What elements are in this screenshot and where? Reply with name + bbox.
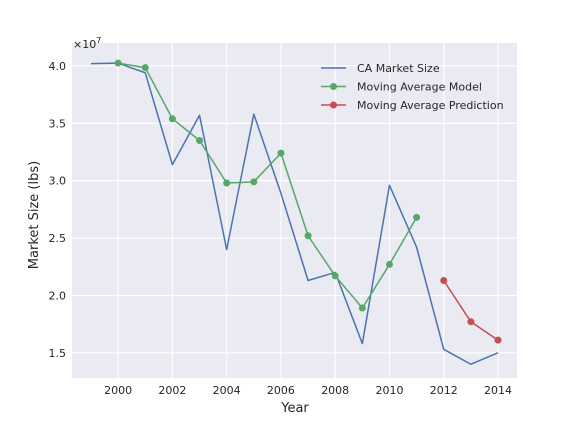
x-tick-labels: 2000 2002 2004 2006 2008 2010 2012 2014 xyxy=(104,384,512,397)
legend-marker xyxy=(330,101,337,109)
series-2-point xyxy=(250,178,258,186)
series-3-point xyxy=(467,318,475,326)
plot-background xyxy=(72,43,517,378)
x-tick-label: 2006 xyxy=(267,384,295,397)
y-offset-base: ×10 xyxy=(73,38,96,51)
x-tick-label: 2014 xyxy=(484,384,512,397)
x-tick-label: 2010 xyxy=(375,384,403,397)
series-2-point xyxy=(114,59,122,67)
y-offset-label: ×107 xyxy=(73,36,101,51)
series-line-2 xyxy=(118,62,418,309)
y-axis-label: Market Size (lbs) xyxy=(27,161,42,269)
series-2-point xyxy=(223,179,231,187)
series-2-point xyxy=(168,115,176,123)
x-tick-label: 2012 xyxy=(430,384,458,397)
series-2-point xyxy=(277,149,285,157)
legend-label: CA Market Size xyxy=(357,62,440,75)
y-tick-label: 4.0 xyxy=(49,60,67,73)
legend-label: Moving Average Prediction xyxy=(357,99,504,112)
series-2-point xyxy=(196,137,204,145)
series-2-point xyxy=(331,272,339,280)
series-line-1 xyxy=(90,62,499,365)
series-group xyxy=(90,59,502,365)
series-2-point xyxy=(141,64,149,72)
x-tick-label: 2004 xyxy=(213,384,241,397)
x-tick-label: 2002 xyxy=(158,384,186,397)
legend-marker xyxy=(330,83,337,90)
legend-label: Moving Average Model xyxy=(357,81,482,94)
series-2-point xyxy=(385,260,393,268)
series-3-point xyxy=(494,336,502,344)
series-2-point xyxy=(413,213,421,221)
y-tick-labels: 1.5 2.0 2.5 3.0 3.5 4.0 xyxy=(49,60,67,360)
series-2-point xyxy=(358,304,366,312)
x-axis-label: Year xyxy=(280,401,309,416)
y-tick-label: 2.5 xyxy=(49,232,67,245)
y-tick-label: 1.5 xyxy=(49,347,67,360)
y-offset-exponent: 7 xyxy=(96,36,101,45)
y-tick-label: 2.0 xyxy=(49,289,67,302)
y-tick-label: 3.0 xyxy=(49,175,67,188)
legend: CA Market Size Moving Average Model Moving… xyxy=(321,62,504,112)
x-tick-label: 2008 xyxy=(321,384,349,397)
series-3-point xyxy=(440,276,448,284)
series-2-point xyxy=(304,232,312,240)
x-tick-label: 2000 xyxy=(104,384,132,397)
y-tick-label: 3.5 xyxy=(49,117,67,130)
